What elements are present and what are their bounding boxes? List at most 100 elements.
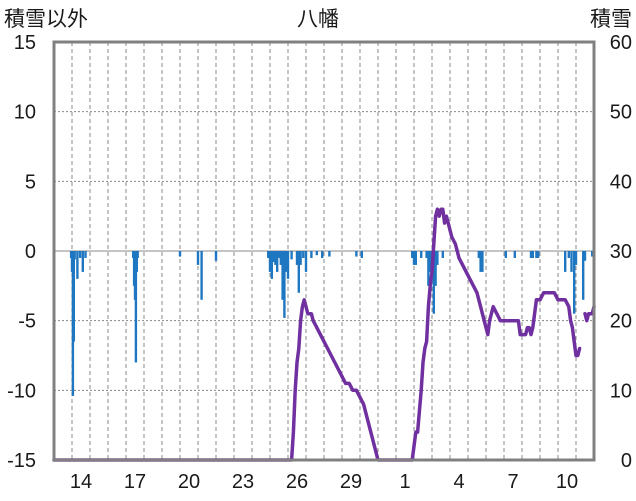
x-tick-label: 4 <box>453 471 464 493</box>
precip-bar <box>360 251 363 258</box>
precip-bar <box>268 251 272 272</box>
precip-bar <box>302 251 305 258</box>
right-tick-label: 50 <box>610 102 632 124</box>
precip-bar <box>200 251 203 300</box>
plot-frame <box>52 40 596 462</box>
precip-bar <box>134 251 138 363</box>
x-tick-label: 1 <box>399 471 410 493</box>
precip-bar <box>81 251 84 272</box>
left-axis-ticks: 15 10 5 0 -5 -10 -15 <box>7 32 36 472</box>
precip-bar <box>277 251 281 258</box>
precip-bar <box>135 251 138 272</box>
right-tick-label: 0 <box>621 450 632 472</box>
right-tick-label: 60 <box>610 32 632 54</box>
precip-bar <box>412 251 416 265</box>
precip-bar <box>537 251 540 258</box>
right-tick-label: 20 <box>610 311 632 333</box>
precip-bar <box>564 251 567 272</box>
precip-bar <box>567 251 570 258</box>
left-axis-title: 積雪以外 <box>4 8 88 31</box>
precip-bar <box>84 251 87 258</box>
precip-bar <box>479 251 482 272</box>
right-axis-title: 積雪 <box>590 8 632 31</box>
precip-bar <box>299 251 302 265</box>
precip-bar <box>411 251 414 258</box>
precip-bar <box>286 251 290 279</box>
precip-bar <box>582 251 585 300</box>
left-tick-label: -15 <box>7 450 36 472</box>
right-tick-label: 30 <box>610 241 632 263</box>
chart-title: 八幡 <box>297 8 339 31</box>
precip-bar <box>73 251 76 260</box>
precip-bar <box>513 251 516 258</box>
precip-bar <box>283 251 286 318</box>
precip-bar <box>441 251 444 258</box>
precip-bar <box>573 251 576 314</box>
precip-bar <box>420 251 423 258</box>
precip-bar <box>72 251 75 342</box>
x-tick-label: 10 <box>556 471 578 493</box>
right-tick-label: 10 <box>610 380 632 402</box>
precip-bar <box>78 251 82 258</box>
precip-bar <box>295 251 299 265</box>
precip-bar <box>321 251 324 258</box>
x-tick-label: 23 <box>232 471 254 493</box>
x-axis-ticks: 14 17 20 23 26 29 1 4 7 10 <box>70 471 578 493</box>
left-tick-label: 10 <box>14 102 36 124</box>
precip-bar <box>429 251 432 272</box>
x-tick-label: 7 <box>507 471 518 493</box>
left-tick-label: 0 <box>25 241 36 263</box>
grid-layer <box>54 42 594 460</box>
precip-bar <box>297 251 300 293</box>
precip-bar <box>310 251 313 258</box>
precip-bar <box>136 251 139 258</box>
precip-bar <box>583 251 587 261</box>
precip-bar <box>355 251 358 257</box>
precip-bar <box>535 251 538 258</box>
precip-bar <box>270 251 273 279</box>
bars-layer <box>69 251 594 396</box>
precip-bar <box>432 251 435 314</box>
precip-bar <box>76 251 79 279</box>
precip-bar <box>477 251 480 258</box>
precip-bar <box>481 251 484 272</box>
left-tick-label: 5 <box>25 171 36 193</box>
precip-bar <box>570 251 573 272</box>
x-tick-label: 26 <box>286 471 308 493</box>
precip-bar <box>531 251 534 258</box>
precip-bar <box>574 251 578 265</box>
right-axis-ticks: 60 50 40 30 20 10 0 <box>610 32 632 472</box>
precip-bar <box>529 251 533 258</box>
precip-bar <box>214 251 218 261</box>
precip-bar <box>304 251 308 272</box>
precip-bar <box>196 251 200 265</box>
precip-bar <box>279 251 282 265</box>
precip-bar <box>276 251 279 272</box>
precip-bar <box>425 251 428 258</box>
left-tick-label: 15 <box>14 32 36 54</box>
precip-bar <box>285 251 288 272</box>
x-tick-label: 14 <box>70 471 92 493</box>
precip-bar <box>414 251 417 265</box>
left-tick-label: -5 <box>18 311 36 333</box>
precip-bar <box>178 251 182 257</box>
precip-bar <box>272 251 275 263</box>
precip-bar <box>315 251 318 256</box>
precip-bar <box>434 251 437 286</box>
precip-bar <box>267 251 270 258</box>
precip-bar <box>274 251 277 265</box>
left-tick-label: -10 <box>7 380 36 402</box>
precip-bar <box>290 251 293 260</box>
precip-bar <box>328 251 331 257</box>
x-tick-label: 20 <box>178 471 200 493</box>
precip-bar <box>281 251 284 300</box>
precip-bar <box>427 251 430 286</box>
x-tick-label: 17 <box>124 471 146 493</box>
precip-bar <box>591 251 594 257</box>
snow-depth-line <box>52 207 582 462</box>
right-tick-label: 40 <box>610 171 632 193</box>
precip-bar <box>436 251 439 265</box>
x-tick-label: 29 <box>340 471 362 493</box>
precip-bar <box>504 251 507 258</box>
